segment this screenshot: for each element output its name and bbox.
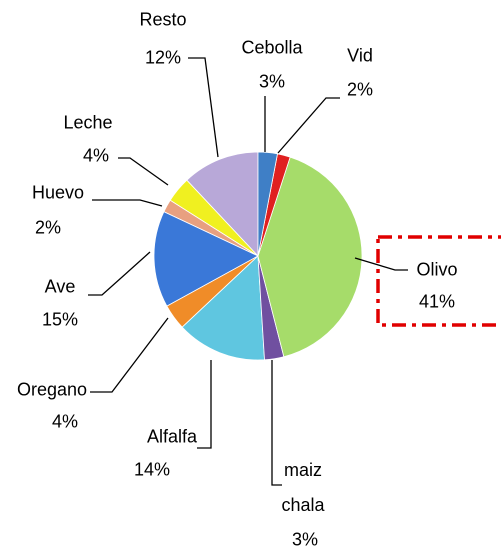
value-label: 15% [41, 309, 79, 330]
leader-line [92, 199, 163, 207]
value-label: 2% [34, 217, 62, 238]
value-label: 14% [133, 459, 171, 480]
value-label: 2% [346, 79, 374, 100]
pie-slice [257, 151, 278, 257]
leader-line [197, 360, 212, 449]
slice-label: Alfalfa [146, 426, 198, 447]
leader-line [354, 257, 408, 271]
highlight-box [376, 235, 501, 327]
slice-label: Oregano [16, 379, 88, 400]
value-label: 3% [291, 529, 319, 548]
slice-label: Cebolla [241, 37, 303, 58]
value-label: 4% [82, 145, 110, 166]
pie-slice [181, 255, 265, 361]
pie-slice [153, 211, 259, 307]
slice-label: Ave [44, 276, 76, 297]
value-label: 41% [418, 291, 456, 312]
slice-label: Huevo [31, 182, 85, 203]
value-label: 12% [144, 47, 182, 68]
leader-line [277, 97, 340, 154]
slice-label: Leche [63, 112, 113, 133]
slice-label: Olivo [416, 259, 458, 280]
leader-line [118, 157, 169, 186]
pie-slice [257, 156, 363, 358]
value-label: 3% [258, 71, 286, 92]
leader-line [88, 251, 151, 296]
slice-label: Vid [347, 45, 373, 66]
slice-label: maiz chala [281, 460, 325, 515]
slice-label: Resto [139, 9, 187, 30]
leader-line [90, 317, 169, 393]
leader-lines [88, 57, 408, 486]
pie-slice [186, 151, 259, 258]
leader-line [188, 57, 219, 158]
leader-line [271, 360, 282, 486]
value-label: 4% [51, 411, 79, 432]
